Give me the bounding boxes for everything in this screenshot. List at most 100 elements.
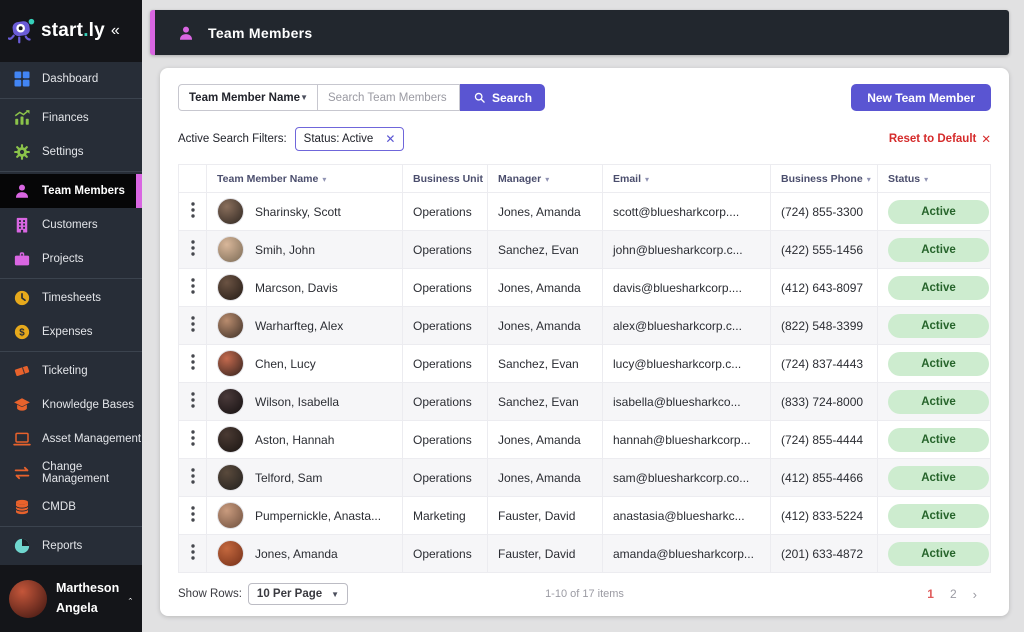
email-cell: john@bluesharkcorp.c... xyxy=(602,230,771,269)
kebab-menu-icon[interactable] xyxy=(186,391,200,409)
search-field-selector[interactable]: Team Member Name ▼ xyxy=(178,84,318,111)
manager-cell: Jones, Amanda xyxy=(487,420,603,459)
table-row[interactable]: Warharfteg, Alex Operations Jones, Amanda a… xyxy=(178,306,991,345)
member-name: Telford, Sam xyxy=(255,470,323,485)
sidebar-item-ticketing[interactable]: Ticketing xyxy=(0,354,142,388)
sidebar-item-cmdb[interactable]: CMDB xyxy=(0,490,142,524)
show-rows-label: Show Rows: xyxy=(178,588,242,600)
sidebar-item-projects[interactable]: Projects xyxy=(0,242,142,276)
table-row[interactable]: Sharinsky, Scott Operations Jones, Amanda s… xyxy=(178,192,991,231)
table-row[interactable]: Wilson, Isabella Operations Sanchez, Evan i… xyxy=(178,382,991,421)
kebab-menu-icon[interactable] xyxy=(186,239,200,257)
sort-arrow-icon: ▾ xyxy=(322,174,327,184)
search-button[interactable]: Search xyxy=(460,84,546,111)
table-row[interactable]: Telford, Sam Operations Jones, Amanda sam@b… xyxy=(178,458,991,497)
filter-chip-status: Status: Active ✕ xyxy=(294,127,405,151)
kebab-menu-icon[interactable] xyxy=(186,201,200,219)
email-cell: isabella@bluesharkco... xyxy=(602,382,771,421)
table-row[interactable]: Smih, John Operations Sanchez, Evan john@bl… xyxy=(178,230,991,269)
reset-to-default-button[interactable]: Reset to Default ✕ xyxy=(888,133,991,146)
sidebar-item-label: Asset Management xyxy=(42,433,142,445)
business-unit-cell: Operations xyxy=(402,534,488,573)
team-members-table: Team Member Name▾Business Unit▾Manager▾E… xyxy=(178,164,991,573)
column-header-manager[interactable]: Manager ▾ xyxy=(487,164,603,193)
logo-text: start.ly xyxy=(41,20,105,41)
column-header-status[interactable]: Status ▾ xyxy=(877,164,991,193)
sidebar-item-timesheets[interactable]: Timesheets xyxy=(0,281,142,315)
column-header-business-unit[interactable]: Business Unit▾ xyxy=(402,164,488,193)
sort-arrow-icon: ▾ xyxy=(545,174,550,184)
sidebar-item-customers[interactable]: Customers xyxy=(0,208,142,242)
sidebar-item-finances[interactable]: Finances xyxy=(0,101,142,135)
kebab-menu-icon[interactable] xyxy=(186,467,200,485)
business-phone-cell: (201) 633-4872 xyxy=(770,534,878,573)
sidebar-item-dashboard[interactable]: Dashboard xyxy=(0,62,142,96)
column-header-email[interactable]: Email ▾ xyxy=(602,164,771,193)
user-menu[interactable]: Martheson Angela xyxy=(0,565,142,632)
status-badge: Active xyxy=(888,313,989,338)
sidebar-item-label: Customers xyxy=(42,219,98,231)
active-filters-bar: Active Search Filters: Status: Active ✕ … xyxy=(178,127,991,151)
kebab-menu-icon[interactable] xyxy=(186,315,200,333)
sidebar-item-expenses[interactable]: $ Expenses xyxy=(0,315,142,349)
table-row[interactable]: Chen, Lucy Operations Sanchez, Evan lucy@bl… xyxy=(178,344,991,383)
status-badge: Active xyxy=(888,465,989,490)
search-input[interactable] xyxy=(318,84,460,111)
page-button-2[interactable]: 2 xyxy=(949,587,957,601)
customers-icon xyxy=(13,216,31,234)
page-size-selector[interactable]: 10 Per Page ▼ xyxy=(247,583,349,605)
startly-robot-logo-icon xyxy=(8,16,38,46)
manager-cell: Jones, Amanda xyxy=(487,192,603,231)
column-header-team-member-name[interactable]: Team Member Name ▾ xyxy=(206,164,403,193)
business-unit-cell: Operations xyxy=(402,230,488,269)
sidebar-item-knowledge-bases[interactable]: Knowledge Bases xyxy=(0,388,142,422)
sidebar-collapse-icon[interactable]: « xyxy=(110,22,120,39)
kebab-menu-icon[interactable] xyxy=(186,277,200,295)
nav-divider xyxy=(0,278,142,279)
sidebar-item-reports[interactable]: Reports xyxy=(0,529,142,563)
sidebar-item-label: Reports xyxy=(42,540,83,552)
sidebar-item-label: Team Members xyxy=(42,185,125,197)
member-name: Marcson, Davis xyxy=(255,280,338,295)
manager-cell: Jones, Amanda xyxy=(487,458,603,497)
search-toolbar: Team Member Name ▼ Search New Team Membe… xyxy=(178,84,991,111)
table-row[interactable]: Pumpernickle, Anasta... Marketing Fauster,… xyxy=(178,496,991,535)
change-management-icon xyxy=(13,464,31,482)
table-header-row: Team Member Name▾Business Unit▾Manager▾E… xyxy=(178,164,991,193)
kebab-menu-icon[interactable] xyxy=(186,543,200,561)
sidebar-nav: Dashboard Finances Settings Team Members Cus… xyxy=(0,62,142,563)
search-icon xyxy=(474,92,485,103)
column-header-business-phone[interactable]: Business Phone ▾ xyxy=(770,164,878,193)
sidebar-item-team-members[interactable]: Team Members xyxy=(0,174,142,208)
chevron-up-icon[interactable] xyxy=(128,592,133,606)
sidebar-item-change-management[interactable]: Change Management xyxy=(0,456,142,490)
table-row[interactable]: Aston, Hannah Operations Jones, Amanda hann… xyxy=(178,420,991,459)
asset-management-icon xyxy=(13,430,31,448)
status-badge: Active xyxy=(888,503,989,528)
table-row[interactable]: Jones, Amanda Operations Fauster, David ama… xyxy=(178,534,991,573)
table-row[interactable]: Marcson, Davis Operations Jones, Amanda dav… xyxy=(178,268,991,307)
page-button-1[interactable]: 1 xyxy=(927,587,934,601)
nav-divider xyxy=(0,351,142,352)
kebab-menu-icon[interactable] xyxy=(186,429,200,447)
team-members-icon xyxy=(13,182,31,200)
new-team-member-button[interactable]: New Team Member xyxy=(851,84,991,111)
status-badge: Active xyxy=(888,541,989,566)
member-name: Smih, John xyxy=(255,242,316,257)
sidebar-item-label: Timesheets xyxy=(42,292,102,304)
next-page-icon[interactable]: › xyxy=(972,586,977,602)
kebab-menu-icon[interactable] xyxy=(186,505,200,523)
sidebar-item-asset-management[interactable]: Asset Management xyxy=(0,422,142,456)
remove-filter-close-icon[interactable]: ✕ xyxy=(385,132,396,146)
kebab-menu-icon[interactable] xyxy=(186,353,200,371)
timesheets-icon xyxy=(13,289,31,307)
manager-cell: Sanchez, Evan xyxy=(487,382,603,421)
sidebar-item-settings[interactable]: Settings xyxy=(0,135,142,169)
chevron-down-icon: ▼ xyxy=(331,589,340,599)
person-icon xyxy=(177,24,195,42)
member-name: Chen, Lucy xyxy=(255,356,316,371)
status-badge: Active xyxy=(888,237,989,262)
cmdb-icon xyxy=(13,498,31,516)
status-badge: Active xyxy=(888,351,989,376)
